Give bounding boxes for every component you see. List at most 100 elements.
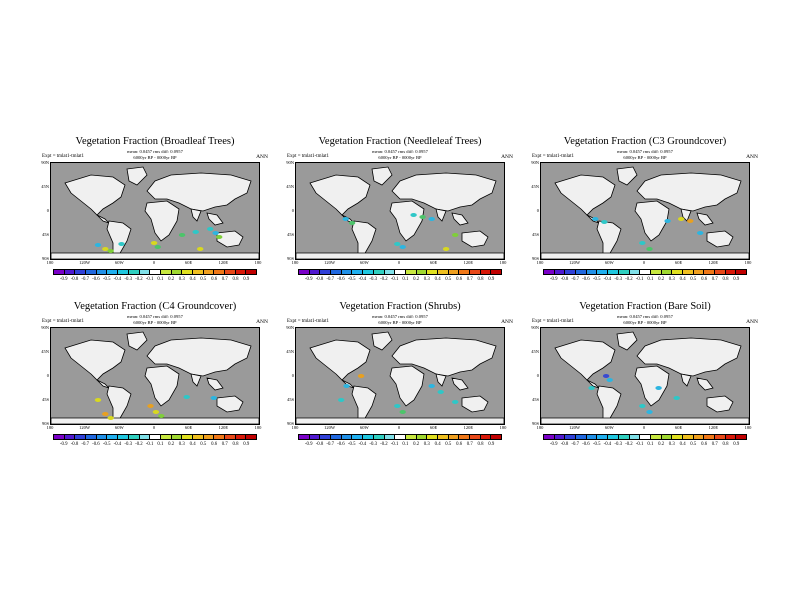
colorbar-swatch	[139, 270, 151, 274]
colorbar-label: -0.7	[326, 277, 334, 282]
longitude-label: 0	[152, 260, 156, 265]
colorbar-swatch	[309, 435, 321, 439]
world-map	[50, 162, 260, 260]
anomaly-cell	[602, 374, 610, 378]
colorbar-label: -0.1	[145, 277, 154, 282]
colorbar-swatch	[544, 270, 555, 274]
colorbar-swatch	[459, 435, 470, 439]
colorbar-swatch	[576, 435, 587, 439]
colorbar-labels: -0.9 -0.8 -0.7 -0.6 -0.5 -0.4 -0.3 -0.2 -0.1 0.1 0…	[48, 442, 262, 450]
longitude-label: 60E	[185, 260, 193, 265]
longitude-label: 120E	[463, 425, 474, 430]
latitude-label: 45N	[41, 184, 49, 189]
latitude-label: 90S	[41, 421, 49, 426]
colorbar-swatch	[384, 270, 396, 274]
anomaly-cell	[428, 217, 435, 221]
anomaly-cell	[94, 398, 102, 402]
colorbar-label: -0.9	[59, 277, 68, 282]
colorbar-label: 0.5	[200, 442, 207, 447]
colorbar-swatch	[235, 435, 247, 439]
world-map	[295, 327, 505, 425]
colorbar-swatch	[320, 435, 332, 439]
anomaly-cell	[639, 241, 646, 245]
colorbar-swatch	[128, 435, 140, 439]
anomaly-cell	[342, 217, 349, 221]
world-map	[540, 327, 750, 425]
longitude-label: 180	[499, 260, 507, 265]
colorbar-label: -0.4	[358, 277, 367, 282]
colorbar-swatch	[64, 435, 76, 439]
colorbar-label: 0.7	[466, 442, 473, 447]
colorbar-swatch	[576, 270, 587, 274]
colorbar-label: 0.1	[647, 442, 654, 447]
colorbar-swatch	[480, 435, 492, 439]
colorbar-label: -0.1	[635, 277, 644, 282]
longitude-label: 120W	[324, 425, 336, 430]
colorbar-label: -0.7	[326, 442, 334, 447]
colorbar-swatch	[416, 435, 428, 439]
period-label: ANN	[501, 319, 513, 325]
anomaly-cell	[94, 243, 102, 247]
longitude-label: 60W	[114, 260, 124, 265]
colorbar-label: 0.6	[211, 277, 218, 282]
colorbar-swatch	[225, 270, 236, 274]
colorbar-label: -0.8	[315, 442, 324, 447]
panel-stats: mean: 0.0457 rms diff: 0.0957 6000yr BP -…	[372, 149, 428, 160]
colorbar-swatch	[299, 270, 310, 274]
longitude-label: 180	[536, 425, 544, 430]
colorbar-label: -0.9	[549, 442, 558, 447]
map-panel: Vegetation Fraction (Shrubs) mean: 0.0457…	[285, 301, 515, 471]
colorbar-swatch	[246, 435, 257, 439]
colorbar-swatch	[96, 270, 108, 274]
colorbar-swatch	[554, 270, 566, 274]
colorbar-swatch	[64, 270, 76, 274]
colorbar-swatch	[171, 270, 183, 274]
colorbar-label: -0.3	[614, 277, 622, 282]
colorbar-label: -0.8	[560, 277, 569, 282]
colorbar-label: -0.8	[70, 442, 79, 447]
colorbar-label: -0.2	[380, 442, 388, 447]
panel-stats: mean: 0.0457 rms diff: 0.0957 6000yr BP -…	[372, 314, 428, 325]
colorbar-label: 0.2	[168, 277, 175, 282]
anomaly-cell	[678, 217, 685, 221]
anomaly-cell	[192, 230, 199, 234]
colorbar-swatch	[182, 435, 193, 439]
experiment-label: Expt = tmlat1-tmlat1	[287, 154, 329, 159]
colorbar-label: -0.6	[337, 442, 345, 447]
longitude-label: 60W	[604, 425, 614, 430]
anomaly-cell	[357, 374, 365, 378]
colorbar-swatch	[107, 435, 119, 439]
colorbar-swatch	[629, 270, 641, 274]
latitude-label: 45N	[41, 349, 49, 354]
colorbar-label: -0.2	[135, 277, 143, 282]
panel-title: Vegetation Fraction (Bare Soil)	[579, 301, 711, 312]
latitude-label: 90S	[286, 256, 294, 261]
colorbar-label: 0.9	[488, 277, 495, 282]
latitude-label: 90N	[41, 325, 49, 330]
colorbar-swatch	[618, 435, 630, 439]
colorbar-label: 0.8	[477, 442, 484, 447]
colorbar-swatch	[203, 270, 215, 274]
anomaly-cell	[154, 245, 161, 249]
latitude-label: 90S	[531, 256, 539, 261]
colorbar-label: -0.2	[625, 277, 633, 282]
world-map	[50, 327, 260, 425]
colorbar-swatch	[597, 435, 609, 439]
anomaly-cell	[437, 390, 444, 394]
colorbar-label: 0.5	[445, 277, 452, 282]
colorbar-label: 0.5	[445, 442, 452, 447]
colorbar-swatch	[331, 270, 342, 274]
latitude-label: 45S	[286, 232, 294, 237]
colorbar-label: 0.5	[200, 277, 207, 282]
colorbar-label: -0.4	[358, 442, 367, 447]
colorbar-swatch	[715, 435, 726, 439]
colorbar-label: -0.4	[603, 277, 612, 282]
colorbar-label: 0.4	[189, 442, 196, 447]
colorbar-label: 0.8	[232, 277, 239, 282]
latitude-label: 45N	[531, 184, 539, 189]
colorbar-swatch	[363, 435, 374, 439]
map-panel: Vegetation Fraction (C4 Groundcover) mean…	[40, 301, 270, 471]
anomaly-cell	[452, 233, 459, 237]
experiment-label: Expt = tmlat1-tmlat1	[532, 154, 574, 159]
colorbar-swatch	[491, 435, 502, 439]
